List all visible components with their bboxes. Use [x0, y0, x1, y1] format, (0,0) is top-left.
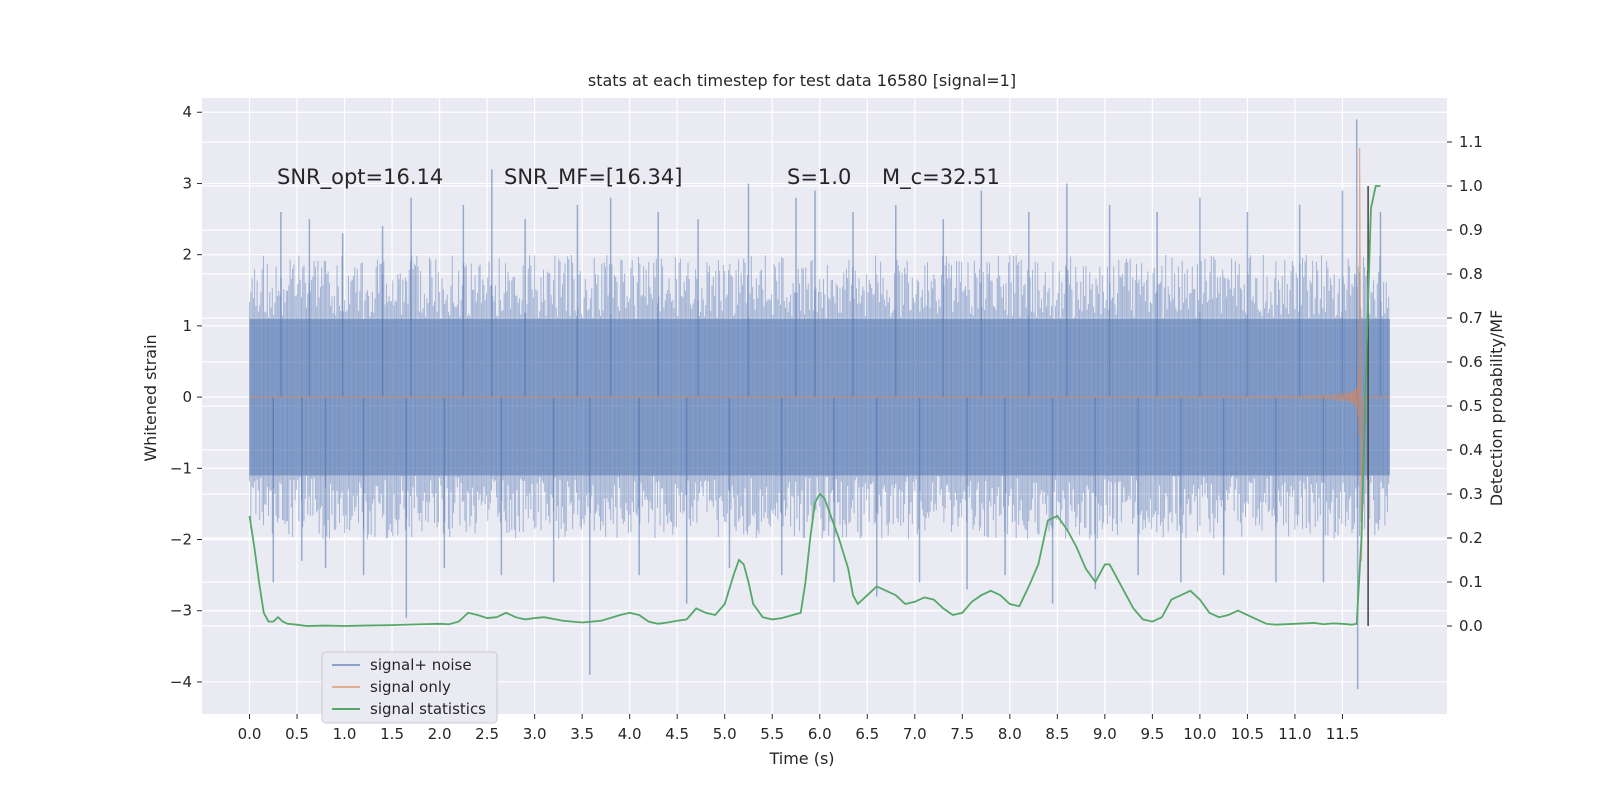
- annotation-mc: M_c=32.51: [882, 165, 1000, 190]
- x-tick-label: 0.0: [238, 725, 262, 743]
- x-tick-label: 7.5: [950, 725, 974, 743]
- x-tick-label: 4.5: [665, 725, 689, 743]
- x-tick-label: 2.5: [475, 725, 499, 743]
- y2-tick-label: 1.1: [1459, 133, 1483, 151]
- x-tick-label: 11.5: [1326, 725, 1359, 743]
- y2-tick-label: 0.2: [1459, 529, 1483, 547]
- x-tick-label: 1.0: [333, 725, 357, 743]
- x-tick-label: 8.0: [998, 725, 1022, 743]
- y2-tick-label: 0.6: [1459, 353, 1483, 371]
- y-tick-label: −4: [170, 673, 192, 691]
- series-signal-statistics: [248, 185, 1381, 627]
- y-tick-label: −1: [170, 459, 192, 477]
- x-tick-label: 10.5: [1231, 725, 1264, 743]
- y2-tick-label: 0.0: [1459, 617, 1483, 635]
- x-tick-label: 11.0: [1278, 725, 1311, 743]
- stats-line: [248, 185, 1381, 627]
- x-tick-label: 3.5: [570, 725, 594, 743]
- annotation-s: S=1.0: [787, 165, 851, 189]
- y2-tick-label: 0.8: [1459, 265, 1483, 283]
- x-tick-label: 7.0: [903, 725, 927, 743]
- y2-tick-label: 0.9: [1459, 221, 1483, 239]
- y2-tick-label: 0.3: [1459, 485, 1483, 503]
- y2-tick-label: 0.1: [1459, 573, 1483, 591]
- y-tick-label: 3: [182, 174, 192, 192]
- x-tick-label: 1.5: [380, 725, 404, 743]
- y-axis-label: Whitened strain: [141, 334, 160, 461]
- y2-axis-label: Detection probability/MF: [1487, 310, 1506, 507]
- x-tick-label: 8.5: [1045, 725, 1069, 743]
- series-signal-only: [249, 147, 1390, 626]
- x-tick-label: 9.0: [1093, 725, 1117, 743]
- y2-tick-label: 0.4: [1459, 441, 1483, 459]
- legend: signal+ noise signal only signal statist…: [321, 651, 498, 724]
- y-tick-label: −2: [170, 531, 192, 549]
- x-tick-label: 6.5: [855, 725, 879, 743]
- y2-tick-label: 1.0: [1459, 177, 1483, 195]
- x-tick-label: 5.5: [760, 725, 784, 743]
- noise-texture: [249, 254, 1390, 540]
- signal-chirp-line: [249, 147, 1390, 561]
- y-tick-label: −3: [170, 602, 192, 620]
- annotation-snr-opt: SNR_opt=16.14: [277, 165, 443, 190]
- x-tick-label: 2.0: [428, 725, 452, 743]
- y-tick-label: 4: [182, 103, 192, 121]
- legend-label-stats: signal statistics: [370, 700, 486, 718]
- legend-label-noise: signal+ noise: [370, 656, 472, 674]
- x-tick-label: 5.0: [713, 725, 737, 743]
- annotations: SNR_opt=16.14 SNR_MF=[16.34] S=1.0 M_c=3…: [277, 165, 1000, 190]
- y-tick-label: 1: [182, 317, 192, 335]
- x-axis-label: Time (s): [768, 749, 834, 768]
- chart-title: stats at each timestep for test data 165…: [588, 71, 1016, 90]
- annotation-snr-mf: SNR_MF=[16.34]: [504, 165, 682, 190]
- x-tick-label: 6.0: [808, 725, 832, 743]
- y-tick-label: 2: [182, 246, 192, 264]
- y2-tick-label: 0.5: [1459, 397, 1483, 415]
- axes: 0.0 0.5 1.0 1.5 2.0 2.5 3.0 3.5 4.0 4.5 5.0 5.5 6.0 6…: [170, 103, 1483, 743]
- x-tick-label: 3.0: [523, 725, 547, 743]
- x-tick-label: 0.5: [285, 725, 309, 743]
- x-tick-label: 9.5: [1140, 725, 1164, 743]
- x-tick-label: 4.0: [618, 725, 642, 743]
- y2-tick-label: 0.7: [1459, 309, 1483, 327]
- legend-box: [321, 651, 498, 724]
- legend-label-signal: signal only: [370, 678, 451, 696]
- x-tick-label: 10.0: [1183, 725, 1216, 743]
- y-tick-label: 0: [182, 388, 192, 406]
